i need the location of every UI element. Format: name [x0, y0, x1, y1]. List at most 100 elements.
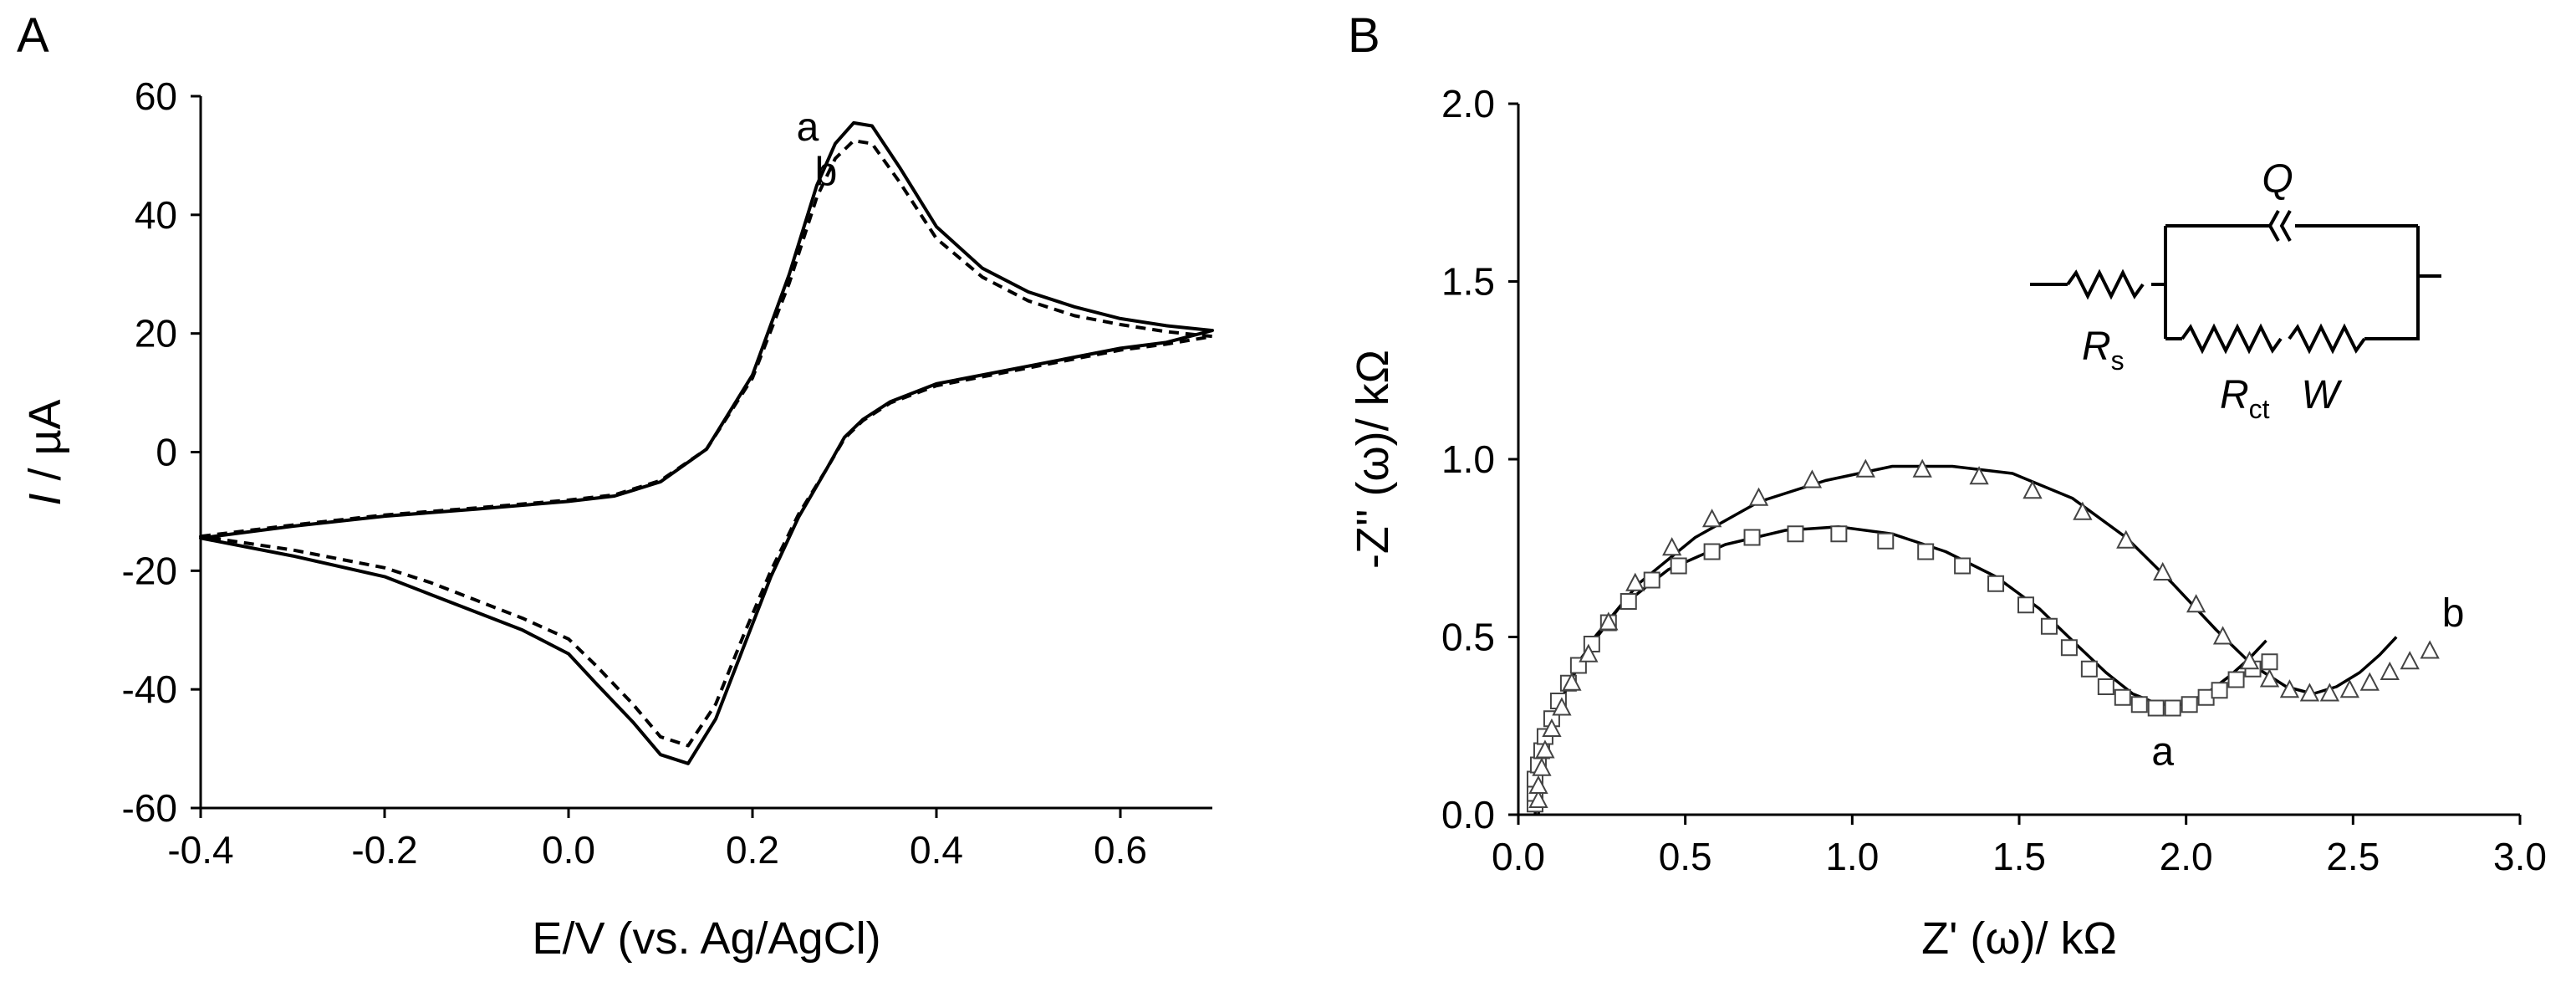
data-point-a [1620, 593, 1637, 610]
data-point-b [1528, 775, 1548, 794]
data-point-b [2073, 501, 2093, 520]
chart-a-y-label-unit: / µA [20, 399, 70, 493]
data-point-b [1662, 537, 1682, 556]
data-point-a [2040, 617, 2058, 635]
data-point-a [1743, 529, 1761, 546]
data-point-a [2080, 660, 2098, 678]
chart-b-x-tick-label: 0.0 [1492, 835, 1545, 878]
chart-a-y-tick-label: 60 [135, 74, 177, 118]
fit-curve-b [1537, 464, 2398, 816]
data-point-a [1787, 525, 1804, 543]
chart-a-x-tick-label: 0.6 [1094, 828, 1147, 872]
data-point-b [2116, 529, 2136, 549]
circuit-right-wire [2364, 226, 2441, 340]
data-point-b [1562, 672, 1582, 691]
chart-a-x-tick-label: 0.0 [542, 828, 595, 872]
chart-a-y-tick-label: 40 [135, 193, 177, 237]
data-point-b [2359, 672, 2380, 691]
chart-b-x-label: Z' (ω)/ kΩ [1921, 913, 2117, 964]
data-point-b [2239, 651, 2260, 670]
data-point-b [1599, 611, 1619, 631]
data-point-b [2339, 679, 2359, 698]
chart-a-label-a: a [797, 105, 819, 150]
data-point-b [1855, 458, 1875, 478]
chart-b: 0.0 0.5 1.0 1.5 2.0 2.5 3.0 0.0 0.5 1.0 1.5 2.0 a b… [1348, 82, 2547, 964]
data-point-a [1954, 557, 1972, 575]
chart-a-x-tick-label: -0.2 [351, 828, 417, 872]
data-point-a [2017, 596, 2034, 614]
data-point-a [2164, 699, 2181, 717]
data-point-b [1625, 572, 1645, 591]
data-point-a [1987, 575, 2005, 592]
equivalent-circuit-inset [2030, 210, 2441, 355]
data-point-a [2261, 653, 2278, 671]
panel-label-a: A [17, 8, 49, 63]
chart-a-y-tick-label: 0 [156, 431, 177, 474]
data-point-a [1703, 543, 1721, 560]
cv-curve-b [199, 139, 1214, 748]
chart-a-y-label: I / µA [20, 399, 70, 505]
chart-b-x-tick-label: 1.0 [1825, 835, 1879, 878]
data-point-a [2211, 682, 2228, 699]
chart-b-y-tick-label: 2.0 [1441, 82, 1495, 125]
data-point-a [1670, 557, 1687, 575]
chart-a-x-tick-label: 0.2 [726, 828, 779, 872]
data-point-a [2060, 639, 2078, 657]
data-point-b [1802, 469, 1823, 488]
data-point-b [1579, 643, 1599, 662]
data-point-b [1528, 789, 1548, 808]
data-point-b [2380, 661, 2400, 680]
chart-a-y-tick-label: -40 [122, 667, 177, 711]
chart-b-y-tick-label: 0.5 [1441, 616, 1495, 659]
chart-b-y-tick-label: 0.0 [1441, 793, 1495, 836]
data-point-b [1748, 487, 1769, 506]
data-point-b [2212, 626, 2233, 645]
data-point-a [1643, 571, 1660, 589]
data-point-a [1877, 532, 1895, 550]
data-point-a [2097, 678, 2114, 695]
circuit-rct-label: Rct [2220, 373, 2270, 424]
data-point-b [2023, 480, 2043, 499]
chart-b-x-tick-label: 2.0 [2160, 835, 2213, 878]
data-point-a [2147, 699, 2165, 717]
circuit-w-label: W [2301, 373, 2343, 417]
resistor-rct [2181, 323, 2283, 355]
chart-b-label-b: b [2442, 591, 2465, 636]
data-point-b [2279, 679, 2300, 698]
data-point-b [2420, 640, 2440, 659]
data-point-b [2153, 561, 2173, 581]
chart-a-y-tick-label: 20 [135, 312, 177, 355]
chart-b-label-a: a [2151, 730, 2174, 775]
circuit-q-label: Q [2262, 157, 2293, 202]
data-point-a [1917, 543, 1935, 560]
chart-b-y-tick-label: 1.0 [1441, 437, 1495, 481]
data-point-b [1535, 739, 1555, 759]
chart-b-y-tick-label: 1.5 [1441, 260, 1495, 304]
chart-b-y-label: -Z'' (ω)/ kΩ [1348, 350, 1398, 569]
chart-b-x-tick-label: 0.5 [1659, 835, 1712, 878]
circuit-rs-label: Rs [2082, 325, 2125, 376]
chart-a-x-tick-label: -0.4 [167, 828, 233, 872]
chart-a-x-tick-label: 0.4 [910, 828, 963, 872]
warburg-element-w [2288, 323, 2366, 355]
chart-a: -0.4 -0.2 0.0 0.2 0.4 0.6 -60 -40 -20 0 20 40 60 a b… [20, 74, 1214, 964]
data-point-b [2259, 668, 2280, 688]
data-point-b [1552, 697, 1572, 716]
resistor-rs [2066, 269, 2145, 300]
chart-a-x-label: E/V (vs. Ag/AgCl) [532, 913, 880, 964]
data-point-b [1542, 718, 1562, 737]
circuit-node-wire [2151, 226, 2167, 339]
data-point-b [1912, 458, 1932, 478]
data-point-a [2181, 696, 2198, 713]
data-point-b [2299, 683, 2320, 702]
constant-phase-element-q [2267, 210, 2292, 242]
data-point-b [2319, 683, 2340, 702]
chart-a-y-tick-label: -60 [122, 786, 177, 830]
chart-a-y-tick-label: -20 [122, 549, 177, 592]
data-point-a [2227, 671, 2245, 688]
chart-b-x-tick-label: 1.5 [1992, 835, 2046, 878]
data-point-b [2186, 594, 2206, 613]
chart-a-y-label-italic: I [20, 494, 70, 506]
data-point-a [2114, 688, 2131, 706]
